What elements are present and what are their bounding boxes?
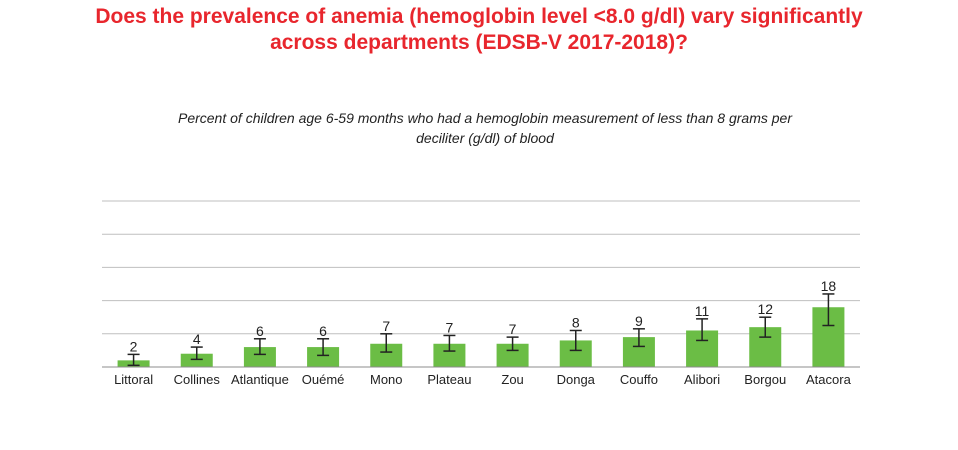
chart-title: Does the prevalence of anemia (hemoglobi…: [0, 4, 958, 56]
chart-subtitle-line-2: deciliter (g/dl) of blood: [416, 130, 554, 146]
bar: [307, 347, 340, 367]
x-tick-label: Donga: [557, 372, 596, 387]
bar: [433, 343, 466, 367]
chart-subtitle-line-1: Percent of children age 6-59 months who …: [177, 110, 793, 126]
x-tick-label: Atacora: [806, 372, 852, 387]
data-label: 8: [572, 314, 580, 330]
data-label: 18: [821, 278, 837, 294]
bar: [370, 343, 403, 367]
data-label: 6: [319, 323, 327, 339]
data-label: 7: [382, 318, 390, 334]
bar: [496, 343, 529, 367]
x-tick-label: Couffo: [620, 372, 658, 387]
x-tick-label: Zou: [501, 372, 523, 387]
x-tick-label: Mono: [370, 372, 403, 387]
bar: [243, 347, 276, 367]
bar: [180, 353, 213, 367]
x-tick-label: Collines: [174, 372, 221, 387]
data-label: 7: [509, 321, 517, 337]
data-label: 6: [256, 323, 264, 339]
x-tick-label: Borgou: [744, 372, 786, 387]
data-label: 2: [130, 338, 138, 354]
data-label: 9: [635, 313, 643, 329]
x-tick-label: Littoral: [114, 372, 153, 387]
x-tick-label: Alibori: [684, 372, 720, 387]
x-tick-label: Atlantique: [231, 372, 289, 387]
x-tick-label: Ouémé: [302, 372, 345, 387]
data-label: 4: [193, 331, 201, 347]
data-label: 7: [446, 319, 454, 335]
chart-title-line-1: Does the prevalence of anemia (hemoglobi…: [95, 5, 863, 28]
data-label: 12: [757, 301, 773, 317]
chart-title-line-2: across departments (EDSB-V 2017-2018)?: [270, 31, 688, 54]
data-label: 11: [695, 303, 710, 319]
chart-subtitle: Percent of children age 6-59 months who …: [100, 108, 870, 148]
x-tick-label: Plateau: [427, 372, 471, 387]
